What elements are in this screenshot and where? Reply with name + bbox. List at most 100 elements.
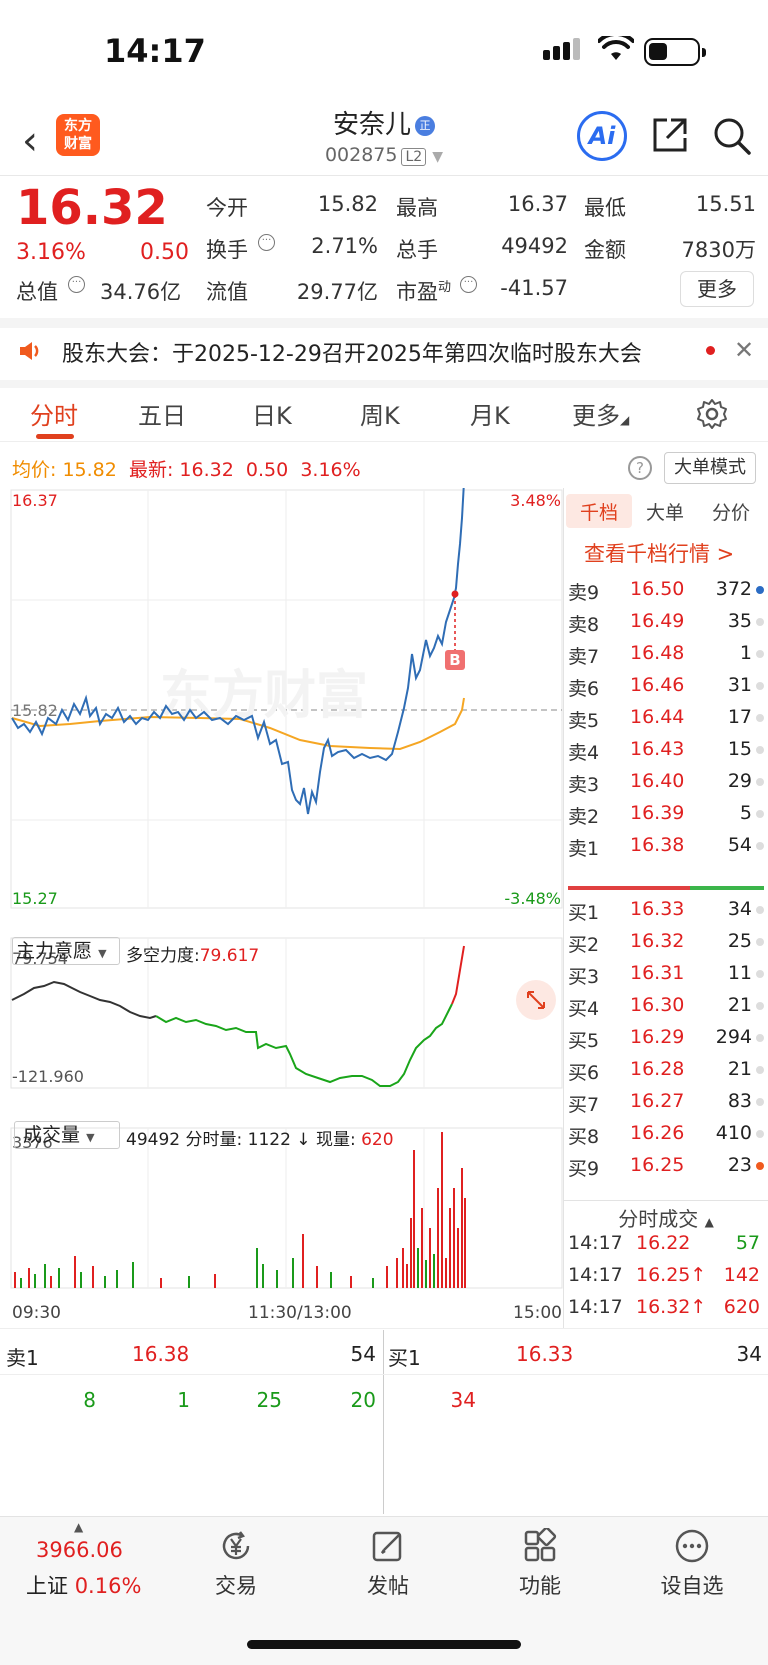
tab-monthly[interactable]: 月K — [470, 402, 510, 430]
bid-level-label: 买2 — [568, 934, 600, 956]
ask-row[interactable]: 卖3 16.40 29 — [566, 770, 766, 804]
pe-label: 市盈动 — [396, 276, 451, 306]
ask-row[interactable]: 卖5 16.44 17 — [566, 706, 766, 740]
buy-marker-badge[interactable] — [445, 650, 465, 670]
indicator-selector[interactable]: 主力意愿 ▼ — [12, 937, 120, 965]
intraday-chart[interactable]: 东方财富 B 16.37 3.48% 15.82 15.27 -3.48% 79… — [0, 488, 564, 1328]
nav-add-watchlist[interactable]: 设自选 — [660, 1574, 724, 1598]
ask-queue-item: 8 — [83, 1388, 96, 1412]
side-tab-big-order[interactable]: 大单 — [646, 502, 685, 524]
volume-bar — [58, 1268, 60, 1288]
trade-time: 14:17 — [568, 1264, 623, 1286]
tab-weekly[interactable]: 周K — [360, 402, 400, 430]
more-options-icon — [675, 1529, 709, 1563]
chart-mid-price: 15.82 — [12, 701, 58, 720]
bid-price: 16.27 — [630, 1090, 685, 1112]
time-start: 09:30 — [12, 1303, 61, 1323]
stock-code-row[interactable]: 002875 L2 ▼ — [0, 144, 768, 166]
bid-price: 16.26 — [630, 1122, 685, 1144]
bid-row[interactable]: 买2 16.32 25 — [566, 930, 766, 964]
cellular-signal-icon — [543, 38, 580, 60]
trades-header[interactable]: 分时成交 ▲ — [566, 1203, 766, 1232]
info-icon[interactable]: ··· — [68, 276, 85, 293]
bid-row[interactable]: 买6 16.28 21 — [566, 1058, 766, 1092]
index-value[interactable]: 3966.06 — [36, 1538, 123, 1562]
ask-row[interactable]: 卖9 16.50 372 — [566, 578, 766, 612]
trade-row: 14:17 16.22 57 — [566, 1232, 766, 1262]
share-icon[interactable] — [651, 116, 689, 154]
volume-selector[interactable]: 成交量 ▼ — [14, 1121, 120, 1149]
index-summary[interactable]: 上证 0.16% — [26, 1570, 141, 1600]
turnover-label: 换手 — [206, 238, 248, 262]
order-dot — [756, 810, 764, 818]
volume-bar — [453, 1188, 455, 1288]
stock-code: 002875 — [324, 144, 398, 166]
tab-intraday[interactable]: 分时 — [30, 402, 78, 430]
avg-value: 15.82 — [62, 459, 117, 481]
bid-row[interactable]: 买9 16.25 23 — [566, 1154, 766, 1188]
home-indicator — [247, 1640, 521, 1649]
ask1-price: 16.38 — [132, 1342, 190, 1366]
info-icon[interactable]: ··· — [460, 276, 477, 293]
help-icon[interactable]: ? — [628, 456, 652, 480]
ai-button[interactable]: Ai — [577, 111, 627, 161]
tab-daily[interactable]: 日K — [252, 402, 292, 430]
volume-bar — [20, 1278, 22, 1288]
back-chevron-icon[interactable]: ‹ — [22, 118, 38, 164]
view-depth-link[interactable]: 查看千档行情 > — [584, 542, 735, 566]
bid-row[interactable]: 买3 16.31 11 — [566, 962, 766, 996]
app-logo[interactable]: 东方 财富 — [56, 114, 100, 156]
volume-bar — [132, 1262, 134, 1288]
ask-row[interactable]: 卖6 16.46 31 — [566, 674, 766, 708]
trade-volume: 620 — [723, 1296, 760, 1318]
market-cap-label: 总值 — [16, 280, 58, 304]
ask-row[interactable]: 卖2 16.39 5 — [566, 802, 766, 836]
change-percent: 3.16% — [16, 240, 86, 265]
bid-queue-item: 34 — [450, 1388, 476, 1412]
ask-price: 16.38 — [630, 834, 685, 856]
close-icon[interactable]: ✕ — [734, 336, 755, 364]
search-icon[interactable] — [712, 116, 752, 156]
ask-level-label: 卖5 — [568, 710, 600, 732]
trade-price: 16.22 — [636, 1232, 691, 1254]
more-button[interactable]: 更多 — [680, 271, 754, 307]
bid-row[interactable]: 买5 16.29 294 — [566, 1026, 766, 1060]
float-cap-value: 29.77亿 — [296, 280, 378, 304]
bid-row[interactable]: 买1 16.33 34 — [566, 898, 766, 932]
bid-row[interactable]: 买8 16.26 410 — [566, 1122, 766, 1156]
volume-bar — [413, 1150, 415, 1288]
volume-bar — [116, 1270, 118, 1288]
ask-level-label: 卖1 — [568, 838, 600, 860]
stock-header — [0, 100, 768, 176]
nav-trade[interactable]: 交易 — [215, 1574, 257, 1598]
bid-level-label: 买7 — [568, 1094, 600, 1116]
ask-level-label: 卖3 — [568, 774, 600, 796]
big-order-mode-button[interactable]: 大单模式 — [664, 452, 756, 484]
bid-row[interactable]: 买7 16.27 83 — [566, 1090, 766, 1124]
tab-more[interactable]: 更多◢ — [572, 396, 629, 431]
bid-row[interactable]: 买4 16.30 21 — [566, 994, 766, 1028]
ask-row[interactable]: 卖1 16.38 54 — [566, 834, 766, 868]
nav-functions[interactable]: 功能 — [519, 1574, 561, 1598]
ask-row[interactable]: 卖7 16.48 1 — [566, 642, 766, 676]
side-tab-depth[interactable]: 千档 — [580, 502, 619, 524]
current-vol-label: 现量: — [315, 1130, 356, 1150]
volume-bar — [80, 1272, 82, 1288]
indicator-label: 多空力度: — [126, 946, 200, 966]
order-dot — [756, 1130, 764, 1138]
tab-5day[interactable]: 五日 — [138, 402, 186, 430]
nav-post[interactable]: 发帖 — [367, 1574, 409, 1598]
wifi-icon — [598, 36, 634, 60]
bid-price: 16.33 — [630, 898, 685, 920]
bid-price: 16.30 — [630, 994, 685, 1016]
notice-text[interactable]: 股东大会：于2025-12-29召开2025年第四次临时股东大会 — [62, 342, 642, 367]
side-tab-price-dist[interactable]: 分价 — [712, 502, 751, 524]
settings-gear-icon[interactable] — [696, 398, 728, 430]
volume-bars — [14, 1132, 466, 1288]
stock-title[interactable]: 安奈儿正 — [0, 104, 768, 141]
info-icon[interactable]: ··· — [258, 234, 275, 251]
bid-volume: 21 — [727, 1058, 752, 1080]
ask-row[interactable]: 卖4 16.43 15 — [566, 738, 766, 772]
ask-price: 16.39 — [630, 802, 685, 824]
ask-row[interactable]: 卖8 16.49 35 — [566, 610, 766, 644]
